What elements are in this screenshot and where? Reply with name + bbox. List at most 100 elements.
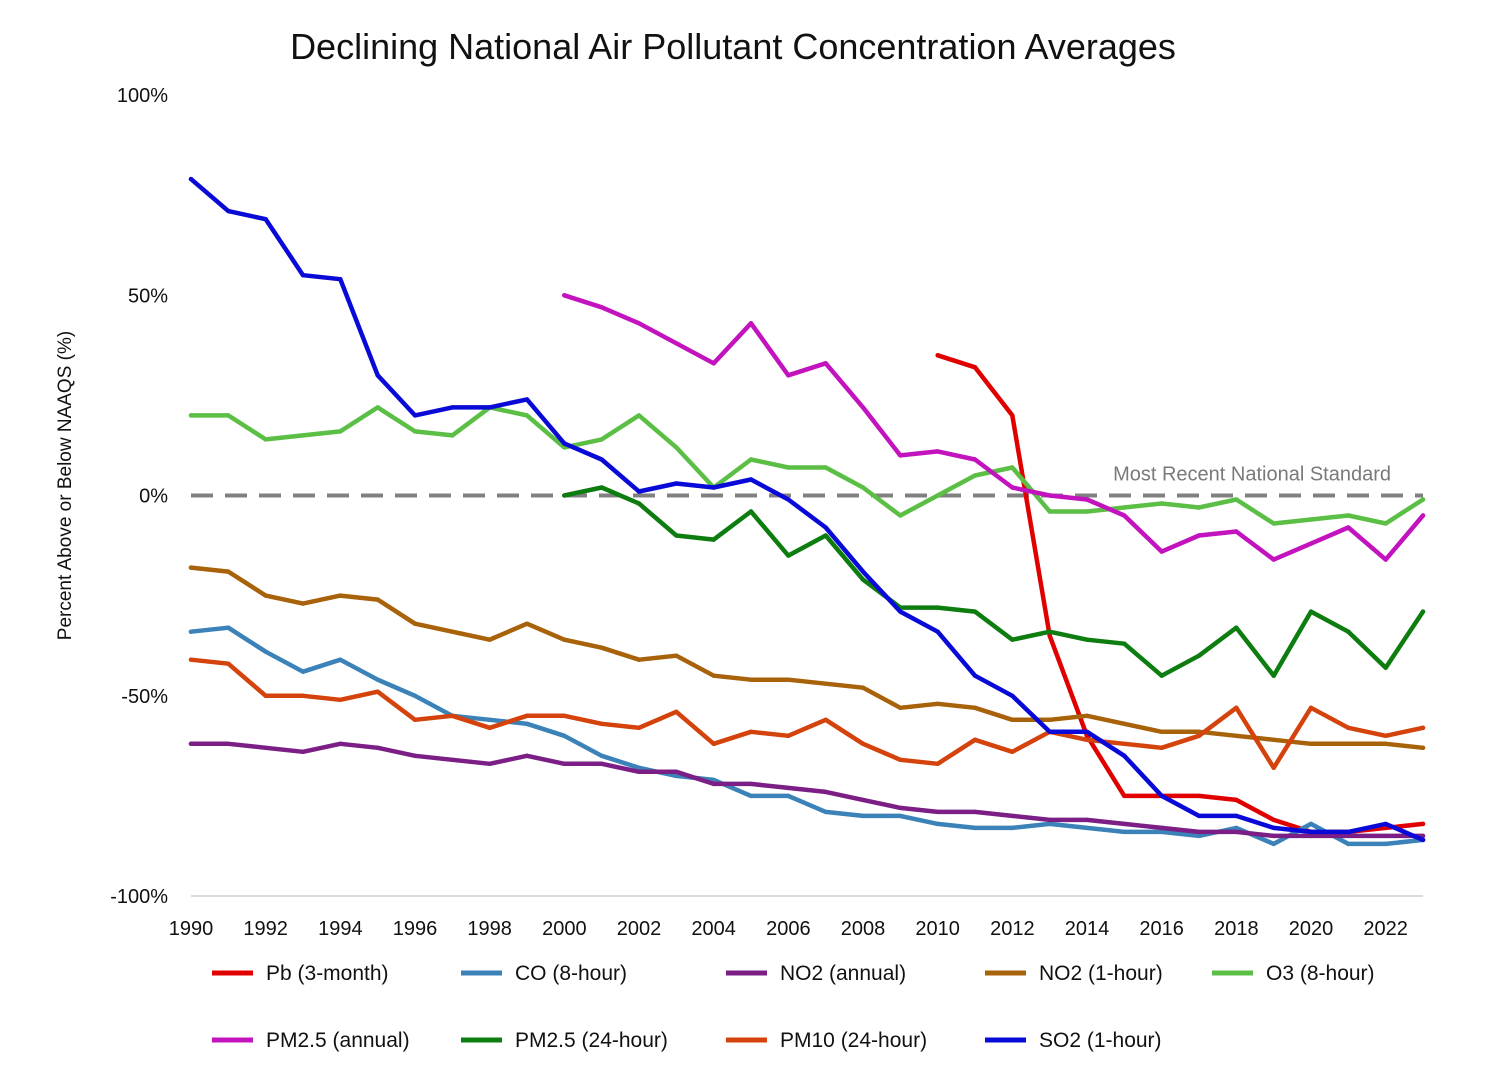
- data-point: [338, 741, 343, 746]
- data-point: [487, 405, 492, 410]
- x-tick-label: 1996: [393, 918, 438, 940]
- x-tick-label: 2014: [1065, 918, 1110, 940]
- data-point: [338, 657, 343, 662]
- data-point: [263, 217, 268, 222]
- series-line: [188, 565, 1426, 751]
- data-point: [1271, 765, 1276, 770]
- reference-line-label: Most Recent National Standard: [1113, 464, 1391, 486]
- x-tick-label: 1994: [318, 918, 363, 940]
- y-axis-label: Percent Above or Below NAAQS (%): [55, 331, 76, 640]
- data-point: [748, 477, 754, 482]
- data-point: [1234, 529, 1239, 534]
- data-point: [562, 761, 567, 766]
- data-point: [375, 405, 380, 410]
- data-point: [1346, 513, 1351, 518]
- data-point: [562, 733, 567, 738]
- data-point: [1308, 517, 1314, 522]
- data-point: [1308, 829, 1314, 835]
- data-point: [748, 321, 754, 326]
- data-point: [786, 465, 791, 470]
- data-point: [636, 501, 642, 506]
- data-point: [450, 713, 455, 718]
- x-tick-label: 2006: [766, 918, 811, 940]
- data-point: [786, 553, 791, 558]
- data-point: [1271, 737, 1276, 742]
- data-point: [1047, 629, 1052, 634]
- data-point: [188, 176, 194, 182]
- data-point: [674, 773, 679, 779]
- data-point: [1159, 793, 1164, 799]
- data-point: [711, 361, 716, 366]
- data-point: [1420, 745, 1426, 750]
- data-point: [1047, 821, 1052, 827]
- data-point: [972, 473, 978, 478]
- legend-label: PM2.5 (24-hour): [515, 1029, 668, 1052]
- legend-item: PM2.5 (annual): [212, 1029, 410, 1052]
- data-point: [860, 405, 866, 410]
- data-point: [898, 757, 903, 762]
- y-tick-label: 50%: [128, 285, 168, 307]
- y-tick-label: -100%: [110, 886, 168, 908]
- data-point: [599, 761, 604, 766]
- data-point: [860, 741, 866, 746]
- data-point: [487, 717, 492, 722]
- data-point: [1122, 721, 1127, 726]
- data-point: [1010, 485, 1015, 490]
- data-point: [1196, 533, 1202, 538]
- data-point: [1234, 825, 1239, 831]
- data-point: [860, 813, 866, 819]
- data-point: [562, 441, 567, 446]
- data-point: [972, 705, 978, 710]
- x-tick-label: 2002: [617, 918, 662, 940]
- data-point: [263, 593, 268, 598]
- legend-label: PM2.5 (annual): [266, 1029, 410, 1052]
- data-point: [711, 673, 716, 678]
- data-point: [823, 681, 828, 686]
- data-point: [1196, 829, 1202, 835]
- data-point: [674, 709, 679, 714]
- data-point: [674, 341, 679, 346]
- data-point: [1346, 841, 1351, 847]
- data-point: [562, 493, 567, 498]
- legend-item: O3 (8-hour): [1212, 962, 1375, 985]
- data-point: [1346, 833, 1351, 839]
- data-point: [935, 353, 940, 358]
- x-tick-label: 2008: [841, 918, 886, 940]
- legend-label: O3 (8-hour): [1266, 962, 1375, 985]
- data-point: [338, 697, 343, 702]
- data-point: [599, 437, 604, 442]
- y-tick-label: -50%: [121, 686, 168, 708]
- data-point: [1234, 813, 1239, 819]
- data-point: [487, 637, 492, 642]
- data-point: [1196, 733, 1202, 738]
- series-0: [935, 353, 1426, 835]
- data-point: [860, 485, 866, 490]
- data-point: [524, 621, 530, 626]
- series-6: [562, 485, 1426, 678]
- data-point: [1047, 493, 1052, 498]
- data-point: [860, 569, 866, 574]
- series-8: [188, 176, 1426, 843]
- data-point: [935, 821, 940, 827]
- data-point: [1084, 737, 1090, 742]
- data-point: [1346, 725, 1351, 730]
- data-point: [1308, 705, 1314, 710]
- data-point: [450, 405, 455, 410]
- data-point: [375, 689, 380, 694]
- data-point: [487, 761, 492, 766]
- data-point: [1047, 633, 1052, 638]
- data-point: [823, 533, 828, 538]
- data-point: [972, 609, 978, 614]
- data-point: [860, 577, 866, 582]
- data-point: [562, 637, 567, 642]
- data-point: [636, 489, 642, 494]
- legend-item: PM2.5 (24-hour): [461, 1029, 668, 1052]
- data-point: [450, 757, 455, 762]
- data-point: [188, 657, 194, 662]
- data-point: [300, 693, 306, 698]
- data-point: [636, 765, 642, 770]
- data-point: [1122, 741, 1127, 746]
- data-point: [375, 597, 380, 602]
- data-point: [263, 437, 268, 442]
- x-tick-label: 2016: [1139, 918, 1184, 940]
